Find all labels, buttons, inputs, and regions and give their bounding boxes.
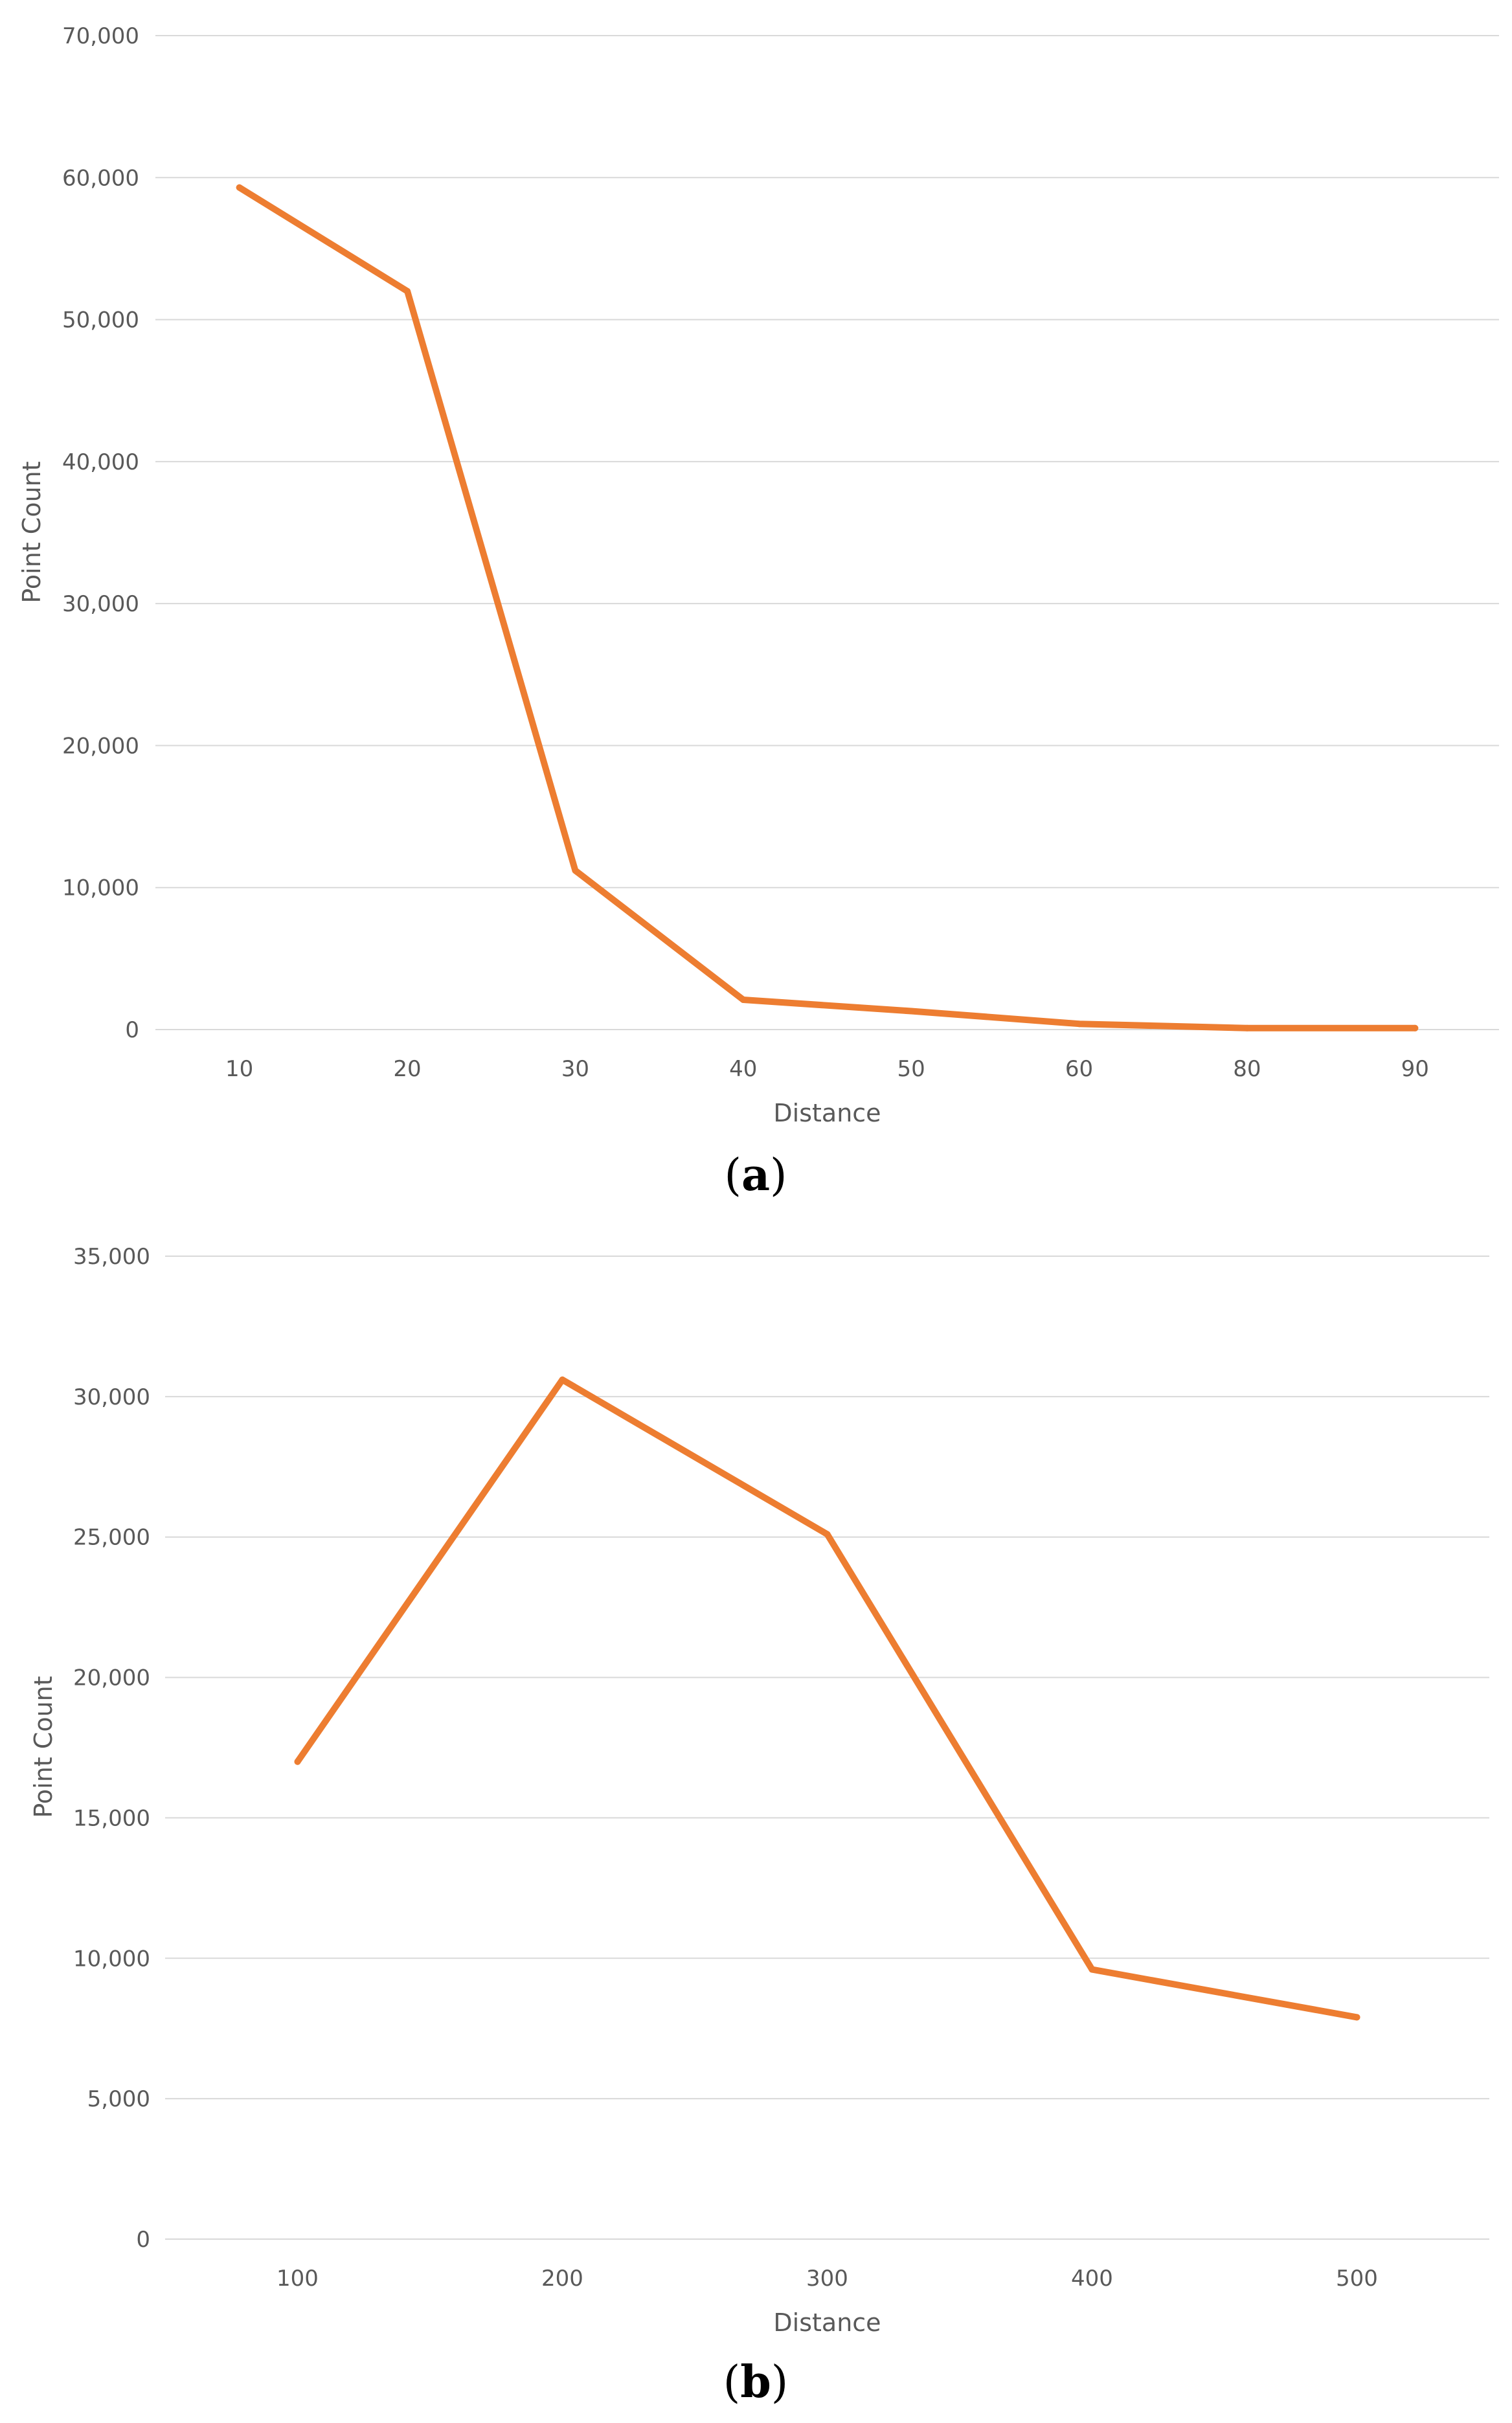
data-point: [404, 287, 411, 295]
y-tick-label: 15,000: [73, 1805, 150, 1831]
series-line: [236, 184, 1419, 1031]
y-tick-label: 0: [125, 1017, 139, 1043]
data-point: [1243, 1024, 1250, 1031]
x-tick-label: 30: [561, 1056, 589, 1082]
x-tick-label: 400: [1071, 2266, 1113, 2292]
panel-label-b: (b): [723, 2356, 789, 2408]
y-tick-label: 20,000: [73, 1665, 150, 1691]
x-tick-label: 40: [729, 1056, 757, 1082]
x-tick-label: 50: [897, 1056, 925, 1082]
y-tick-label: 50,000: [62, 308, 139, 333]
x-tick-label: 60: [1065, 1056, 1093, 1082]
x-tick-label: 100: [276, 2266, 319, 2292]
x-tick-label: 500: [1336, 2266, 1378, 2292]
data-point: [559, 1376, 566, 1383]
data-point: [236, 184, 243, 191]
data-point: [1412, 1024, 1419, 1031]
y-tick-label: 20,000: [62, 733, 139, 759]
y-tick-label: 40,000: [62, 449, 139, 475]
x-tick-label: 200: [541, 2266, 583, 2292]
x-tick-label: 10: [225, 1056, 253, 1082]
chart-a: 0 10,000 20,000 30,000 40,000 50,000 60,000 70,…: [17, 23, 1499, 1127]
y-axis-title: Point Count: [17, 461, 46, 603]
chart-b: 0 5,000 10,000 15,000 20,000 25,000 30,000 35,0…: [29, 1244, 1489, 2337]
series-line: [294, 1376, 1360, 2021]
x-tick-label: 20: [393, 1056, 421, 1082]
x-axis-title: Distance: [773, 1099, 881, 1127]
panel-label-a: (a): [724, 1149, 787, 1201]
data-point: [739, 996, 747, 1003]
data-point: [294, 1758, 301, 1765]
data-point: [572, 867, 579, 874]
data-point: [1353, 2014, 1360, 2021]
x-tick-label: 90: [1401, 1056, 1429, 1082]
x-axis-title: Distance: [773, 2308, 881, 2337]
y-tick-label: 60,000: [62, 165, 139, 191]
y-tick-label: 30,000: [62, 591, 139, 617]
data-point: [1076, 1020, 1083, 1028]
y-tick-label: 0: [136, 2227, 150, 2253]
y-tick-label: 10,000: [62, 875, 139, 901]
y-tick-label: 25,000: [73, 1525, 150, 1551]
y-tick-label: 30,000: [73, 1384, 150, 1410]
x-tick-label: 300: [806, 2266, 848, 2292]
y-axis-title: Point Count: [29, 1676, 58, 1818]
y-tick-label: 35,000: [73, 1244, 150, 1270]
x-tick-label: 80: [1233, 1056, 1261, 1082]
data-point: [908, 1008, 915, 1015]
y-tick-label: 70,000: [62, 23, 139, 49]
y-tick-label: 10,000: [73, 1946, 150, 1972]
data-point: [824, 1531, 831, 1538]
data-point: [1089, 1966, 1096, 1973]
y-tick-label: 5,000: [87, 2086, 150, 2112]
